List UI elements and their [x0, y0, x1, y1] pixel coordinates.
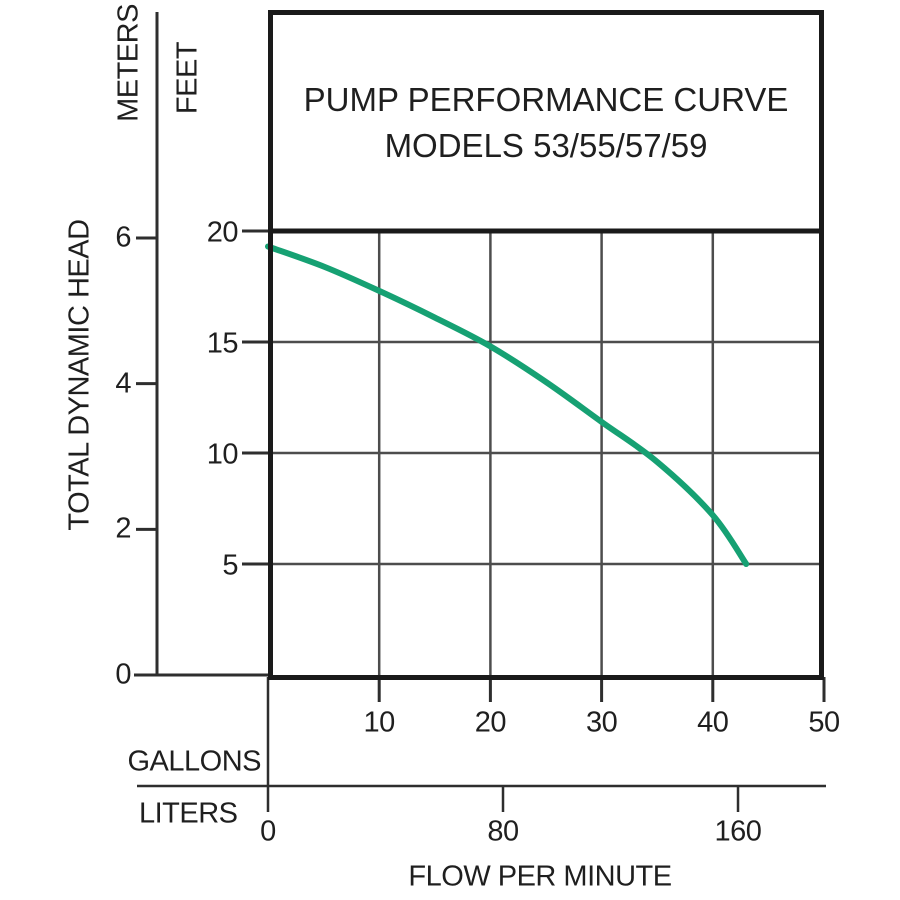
gallons-tick-label: 30 — [585, 706, 618, 739]
meters-tick-label: 4 — [115, 367, 131, 400]
feet-tick-label: 5 — [222, 549, 238, 582]
gallons-tick-label: 10 — [363, 706, 396, 739]
chart-title-line1: PUMP PERFORMANCE CURVE — [303, 81, 789, 118]
x-axis-title: FLOW PER MINUTE — [408, 860, 672, 893]
liters-tick-label: 160 — [714, 815, 762, 848]
meters-tick-label: 0 — [115, 658, 131, 691]
chart-frame — [268, 10, 824, 680]
liters-unit-label: LITERS — [139, 797, 238, 830]
meters-tick-label: 6 — [115, 221, 131, 254]
feet-tick-label: 15 — [206, 327, 239, 360]
feet-tick-label: 10 — [206, 438, 239, 471]
feet-unit-label: FEET — [171, 41, 204, 115]
meters-unit-label: METERS — [112, 4, 145, 122]
meters-tick-label: 2 — [115, 512, 131, 545]
chart-title-line2: MODELS 53/55/57/59 — [384, 127, 708, 164]
gallons-tick-label: 40 — [697, 706, 729, 739]
feet-tick-label: 20 — [206, 216, 239, 249]
gallons-unit-label: GALLONS — [127, 745, 262, 778]
gallons-tick-label: 20 — [474, 706, 507, 739]
y-axis-title: TOTAL DYNAMIC HEAD — [63, 219, 96, 531]
liters-tick-label: 80 — [487, 815, 519, 848]
liters-tick-label: 0 — [260, 815, 276, 848]
performance-curve — [265, 243, 750, 567]
gallons-tick-label: 50 — [808, 706, 840, 739]
